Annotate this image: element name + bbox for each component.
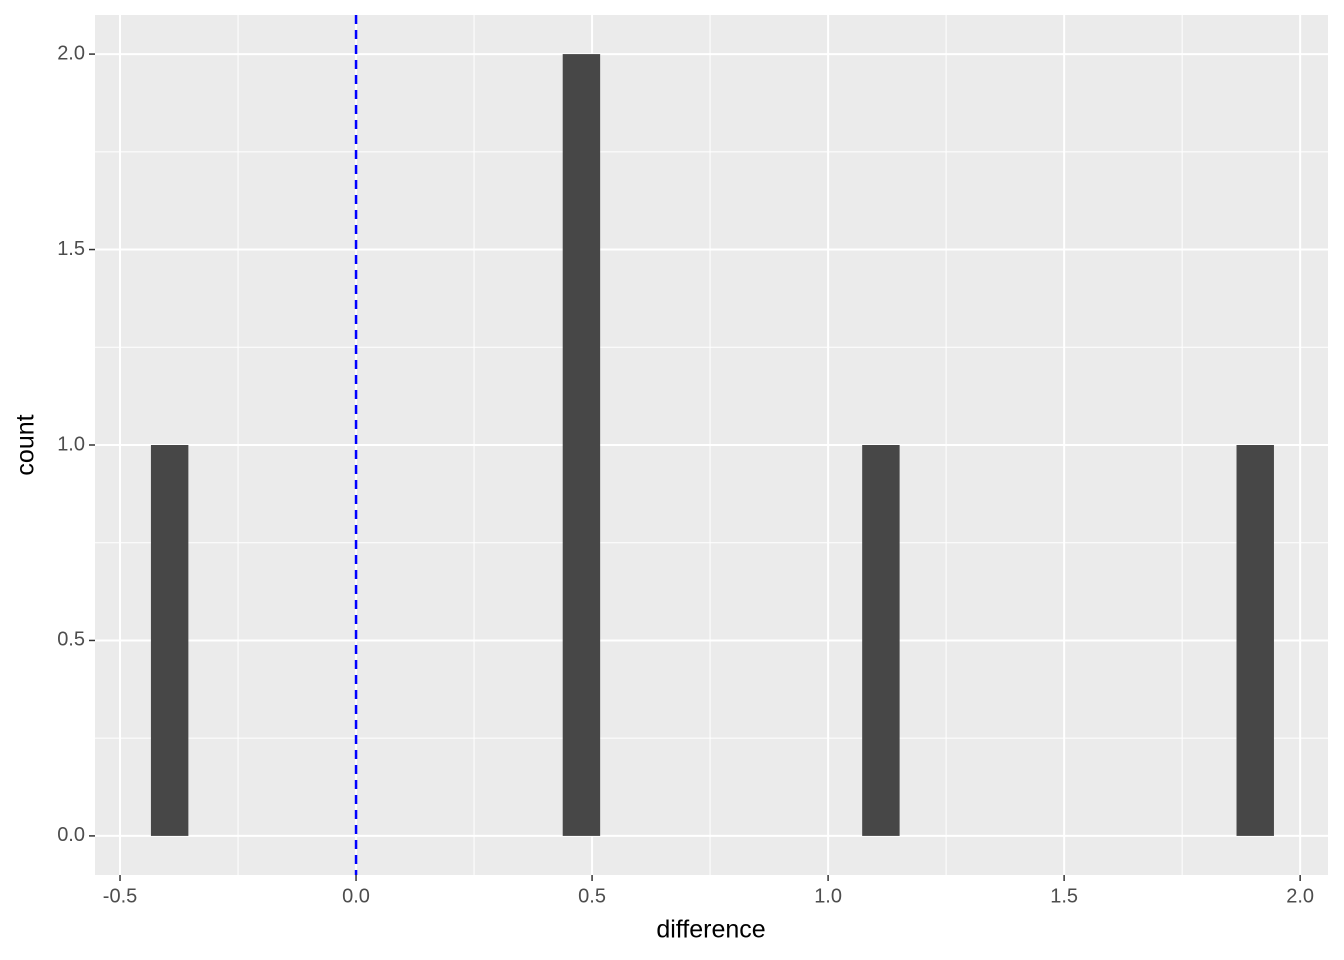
y-tick-label: 1.0 xyxy=(57,433,85,455)
y-tick-label: 0.5 xyxy=(57,629,85,651)
labels: 0.0 0.5 1.0 1.5 2.0 -0.5 0.0 0.5 1.0 1.5 2.0 xyxy=(57,42,1314,907)
bar xyxy=(862,445,900,836)
x-tick-label: 1.0 xyxy=(814,885,842,907)
x-axis-title: difference xyxy=(656,916,765,944)
x-tick-label: 0.5 xyxy=(578,885,606,907)
x-tick-label: 0.0 xyxy=(342,885,370,907)
grid xyxy=(95,15,1328,875)
y-tick-label: 0.0 xyxy=(57,824,85,846)
marks xyxy=(150,15,1274,875)
x-tick-label: 2.0 xyxy=(1286,885,1314,907)
x-tick-label: -0.5 xyxy=(103,885,137,907)
bar xyxy=(562,54,601,836)
bar xyxy=(1236,445,1274,836)
y-tick-label: 1.5 xyxy=(57,238,85,260)
x-tick-label: 1.5 xyxy=(1050,885,1078,907)
y-axis-title: count xyxy=(12,414,40,475)
y-tick-label: 2.0 xyxy=(57,42,85,64)
bar xyxy=(150,445,189,836)
